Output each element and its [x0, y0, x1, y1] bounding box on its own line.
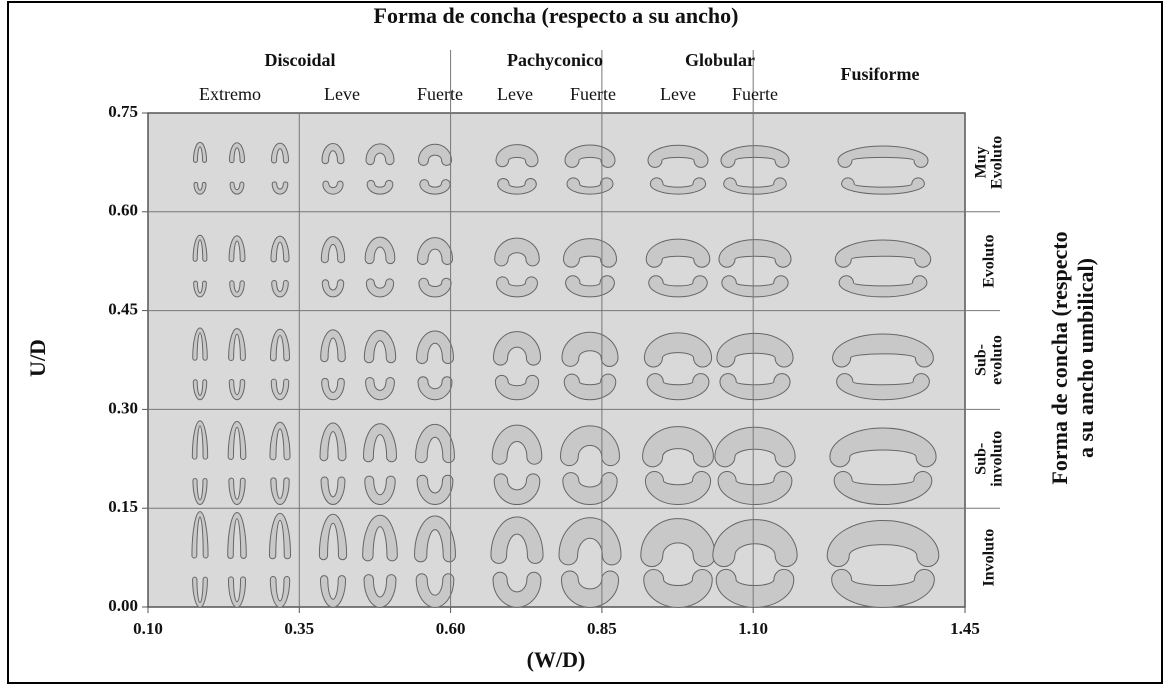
- umbilical-label: involuto: [989, 431, 1006, 487]
- y-tick-label: 0.75: [108, 102, 138, 121]
- group-header: Globular: [685, 50, 755, 70]
- x-tick-label: 0.10: [133, 619, 163, 638]
- umbilical-label: Muy: [973, 146, 990, 178]
- subgroup-header: Leve: [324, 84, 360, 104]
- umbilical-label: Evoluto: [981, 235, 998, 288]
- y-axis-label: U/D: [25, 339, 50, 377]
- y-tick-label: 0.60: [108, 201, 138, 220]
- x-axis-label: (W/D): [527, 647, 586, 672]
- x-tick-label: 1.45: [950, 619, 980, 638]
- diagram: Forma de concha (respecto a su ancho) (W…: [0, 0, 1170, 687]
- x-tick-label: 0.85: [587, 619, 617, 638]
- subgroup-header: Fuerte: [417, 84, 463, 104]
- subgroup-header: Extremo: [199, 84, 261, 104]
- group-header: Pachyconico: [507, 50, 603, 70]
- subgroup-header: Fuerte: [570, 84, 616, 104]
- x-tick-label: 1.10: [738, 619, 768, 638]
- y-tick-label: 0.15: [108, 497, 138, 516]
- subgroup-header: Leve: [497, 84, 533, 104]
- group-header: Discoidal: [264, 50, 335, 70]
- group-header: Fusiforme: [841, 64, 920, 84]
- umbilical-label: Sub-: [973, 443, 990, 475]
- umbilical-label: Involuto: [981, 529, 998, 587]
- subgroup-header: Leve: [660, 84, 696, 104]
- right-axis-label: a su ancho umbilical): [1073, 258, 1098, 458]
- y-tick-label: 0.30: [108, 398, 138, 417]
- subgroup-header: Fuerte: [732, 84, 778, 104]
- x-tick-label: 0.60: [436, 619, 466, 638]
- umbilical-label: Evoluto: [989, 136, 1006, 189]
- x-tick-label: 0.35: [284, 619, 314, 638]
- title: Forma de concha (respecto a su ancho): [374, 3, 739, 28]
- right-axis-label: Forma de concha (respecto: [1047, 231, 1072, 484]
- y-tick-label: 0.45: [108, 300, 138, 319]
- umbilical-label: Sub-: [973, 344, 990, 376]
- umbilical-label: evoluto: [989, 335, 1006, 385]
- y-tick-label: 0.00: [108, 596, 138, 615]
